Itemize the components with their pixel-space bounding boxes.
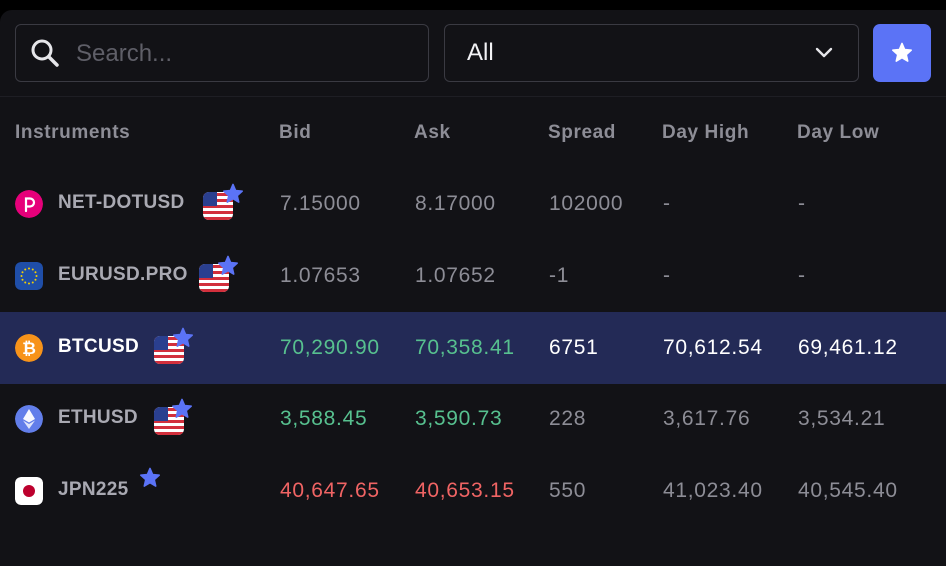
us-flag-icon bbox=[154, 336, 184, 364]
table-row-selected[interactable]: ₿ BTCUSD 70,290.90 70,358.41 6751 70,612… bbox=[0, 312, 946, 384]
day-high-value: 3,617.76 bbox=[663, 407, 751, 430]
ask-value: 8.17000 bbox=[415, 192, 496, 215]
header-bid[interactable]: Bid bbox=[279, 122, 312, 143]
flag-favorite-group bbox=[153, 397, 199, 437]
table-header: Instruments Bid Ask Spread Day High Day … bbox=[0, 96, 946, 168]
table-row[interactable]: EURUSD.PRO 1.07653 1.07652 -1 - - bbox=[0, 240, 946, 312]
eu-flag-icon bbox=[15, 262, 43, 290]
ask-value: 3,590.73 bbox=[415, 407, 503, 430]
instrument-name: NET-DOTUSD bbox=[58, 192, 185, 213]
day-high-value: - bbox=[663, 264, 671, 287]
bid-value: 40,647.65 bbox=[280, 479, 380, 502]
header-day-high[interactable]: Day High bbox=[662, 122, 750, 143]
spread-value: 6751 bbox=[549, 336, 599, 359]
favorite-star-icon[interactable] bbox=[171, 326, 195, 350]
bid-value: 70,290.90 bbox=[280, 336, 380, 359]
header-ask[interactable]: Ask bbox=[414, 122, 451, 143]
ethereum-icon bbox=[15, 405, 43, 433]
header-day-low[interactable]: Day Low bbox=[797, 122, 880, 143]
filter-selected-value: All bbox=[467, 39, 494, 66]
favorites-button[interactable] bbox=[873, 24, 931, 82]
instrument-name: EURUSD.PRO bbox=[58, 264, 188, 285]
bitcoin-icon: ₿ bbox=[15, 334, 43, 362]
search-icon bbox=[31, 39, 59, 67]
filter-select[interactable]: All bbox=[444, 24, 859, 82]
us-flag-icon bbox=[203, 192, 233, 220]
day-high-value: 41,023.40 bbox=[663, 479, 763, 502]
instrument-name: JPN225 bbox=[58, 479, 129, 500]
polkadot-icon bbox=[15, 190, 43, 218]
spread-value: 102000 bbox=[549, 192, 624, 215]
bid-value: 7.15000 bbox=[280, 192, 361, 215]
us-flag-icon bbox=[154, 407, 184, 435]
instrument-name: BTCUSD bbox=[58, 336, 139, 357]
ask-value: 1.07652 bbox=[415, 264, 496, 287]
spread-value: -1 bbox=[549, 264, 570, 287]
ask-value: 70,358.41 bbox=[415, 336, 515, 359]
search-box[interactable] bbox=[15, 24, 429, 82]
ask-value: 40,653.15 bbox=[415, 479, 515, 502]
chevron-down-icon bbox=[815, 47, 833, 58]
flag-favorite-group bbox=[198, 254, 244, 294]
day-low-value: 40,545.40 bbox=[798, 479, 898, 502]
spread-value: 228 bbox=[549, 407, 587, 430]
flag-favorite-group bbox=[153, 326, 199, 366]
day-low-value: 3,534.21 bbox=[798, 407, 886, 430]
table-row[interactable]: JPN225 40,647.65 40,653.15 550 41,023.40… bbox=[0, 455, 946, 527]
table-row[interactable]: ETHUSD 3,588.45 3,590.73 228 3,617.76 3,… bbox=[0, 383, 946, 455]
market-panel: All Instruments Bid Ask Spread Day High … bbox=[0, 10, 946, 566]
favorite-star-icon[interactable] bbox=[170, 397, 194, 421]
day-low-value: 69,461.12 bbox=[798, 336, 898, 359]
instrument-name: ETHUSD bbox=[58, 407, 138, 428]
star-icon bbox=[892, 42, 912, 62]
spread-value: 550 bbox=[549, 479, 587, 502]
day-low-value: - bbox=[798, 192, 806, 215]
svg-text:₿: ₿ bbox=[22, 339, 36, 359]
japan-flag-icon bbox=[15, 477, 43, 505]
day-high-value: - bbox=[663, 192, 671, 215]
favorite-star-icon[interactable] bbox=[221, 182, 245, 206]
favorite-star-icon[interactable] bbox=[216, 254, 240, 278]
flag-favorite-group bbox=[202, 182, 248, 222]
bid-value: 1.07653 bbox=[280, 264, 361, 287]
search-input[interactable] bbox=[74, 35, 418, 73]
favorite-star-icon[interactable] bbox=[138, 466, 162, 490]
table-row[interactable]: NET-DOTUSD 7.15000 8.17000 102000 - - bbox=[0, 168, 946, 240]
bid-value: 3,588.45 bbox=[280, 407, 368, 430]
toolbar: All bbox=[0, 10, 946, 97]
header-spread[interactable]: Spread bbox=[548, 122, 617, 143]
header-instruments[interactable]: Instruments bbox=[15, 122, 131, 143]
day-low-value: - bbox=[798, 264, 806, 287]
day-high-value: 70,612.54 bbox=[663, 336, 763, 359]
